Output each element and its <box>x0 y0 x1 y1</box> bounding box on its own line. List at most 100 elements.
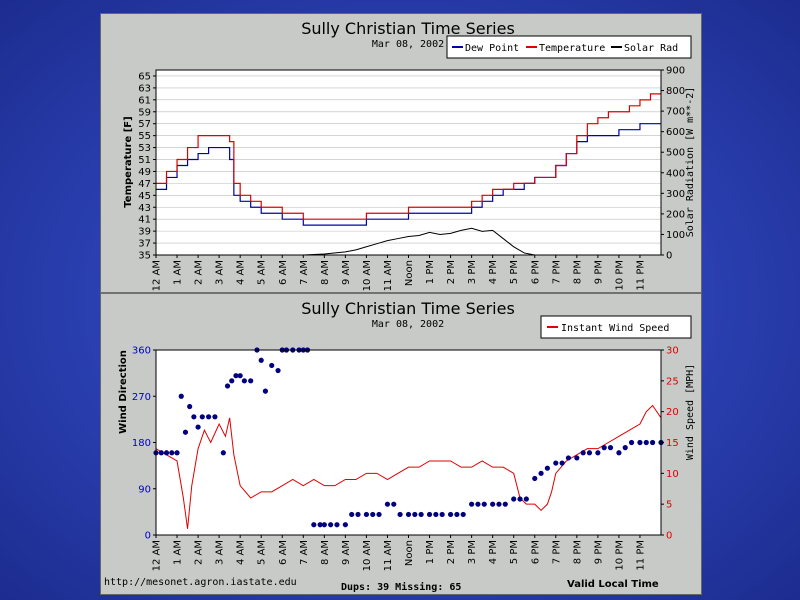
x-tick-label: Noon <box>404 540 415 566</box>
wind-direction-point <box>321 522 327 528</box>
wind-direction-point <box>163 450 170 456</box>
x-tick-label: 4 PM <box>488 540 499 564</box>
wind-direction-point <box>586 450 593 456</box>
legend-wind: Instant Wind Speed <box>561 323 669 334</box>
top-ylabel: Temperature [F] <box>123 116 134 207</box>
legend-temp: Temperature <box>539 43 605 54</box>
wind-direction-point <box>349 511 355 518</box>
wind-direction-point <box>206 414 212 420</box>
wind-direction-point <box>517 496 523 502</box>
wind-direction-point <box>212 414 218 420</box>
wind-direction-point <box>199 414 205 420</box>
temperature-chart: Sully Christian Time Series Mar 08, 2002… <box>123 19 696 291</box>
wind-direction-point <box>649 439 656 446</box>
wind-direction-point <box>565 455 572 461</box>
wind-direction-point <box>475 501 481 507</box>
bottom-legend-box <box>540 315 692 339</box>
y-tick-label: 61 <box>138 95 151 106</box>
wind-direction-point <box>248 378 254 384</box>
bottom-series <box>153 347 664 536</box>
wind-direction-point <box>269 362 275 369</box>
wind-direction-point <box>187 403 193 410</box>
wind-direction-point <box>643 439 649 446</box>
wind-direction-point <box>511 496 517 502</box>
x-tick-label: 4 PM <box>488 260 499 284</box>
wind-direction-point <box>447 511 454 518</box>
wind-direction-point <box>195 424 201 430</box>
wind-direction-point <box>523 496 529 502</box>
wind-direction-point <box>601 445 607 451</box>
y-tick-label: 0 <box>145 531 151 542</box>
wind-direction-point <box>574 455 580 461</box>
y-tick-label: 270 <box>132 392 151 403</box>
y-tick-label: 53 <box>138 143 151 154</box>
footer-valid-time: Valid Local Time <box>567 579 659 590</box>
wind-direction-point <box>418 511 424 518</box>
wind-direction-point <box>191 414 197 420</box>
wind-direction-point <box>328 522 334 528</box>
y-tick-label: 47 <box>138 179 151 190</box>
x-tick-label: 4 AM <box>236 260 247 285</box>
wind-direction-point <box>553 460 559 466</box>
x-tick-label: 1 AM <box>173 260 184 285</box>
wind-direction-point <box>532 475 538 482</box>
x-tick-label: 8 PM <box>572 260 583 284</box>
x-tick-label: 9 AM <box>341 260 352 285</box>
wind-direction-point <box>622 445 628 451</box>
wind-direction-point <box>233 373 239 379</box>
x-tick-label: 10 AM <box>362 540 373 571</box>
bottom-y-ticks: 0 90 180 270 360 <box>132 346 156 542</box>
x-tick-label: 12 AM <box>152 260 163 291</box>
y-tick-label: 45 <box>138 191 151 202</box>
y-tick-label: 49 <box>138 167 151 178</box>
y2-tick-label: 300 <box>666 189 685 200</box>
wind-direction-point <box>544 465 550 471</box>
x-tick-label: 6 PM <box>530 260 541 284</box>
x-tick-label: 7 PM <box>551 260 562 284</box>
x-tick-label: 3 PM <box>467 540 478 564</box>
series-line-temperature <box>156 93 661 220</box>
x-tick-label: 9 PM <box>593 540 604 564</box>
wind-chart: Sully Christian Time Series Mar 08, 2002… <box>118 299 696 571</box>
top-legend: Dew Point Temperature Solar Rad <box>446 35 692 59</box>
x-tick-label: 10 PM <box>614 540 625 571</box>
wind-direction-point <box>433 511 439 518</box>
y2-tick-label: 500 <box>666 148 685 159</box>
top-legend-box <box>446 35 692 59</box>
bottom-subtitle: Mar 08, 2002 <box>372 319 444 330</box>
wind-direction-point <box>559 460 565 466</box>
wind-direction-point <box>224 383 231 389</box>
series-line-solar-rad <box>303 227 535 256</box>
x-tick-label: 11 PM <box>635 540 646 571</box>
x-tick-label: 4 AM <box>236 540 247 565</box>
y2-tick-label: 200 <box>666 209 685 220</box>
wind-direction-point <box>405 511 412 518</box>
footer-url: http://mesonet.agron.iastate.edu <box>104 577 297 588</box>
wind-direction-point <box>317 522 323 528</box>
y-tick-label: 59 <box>138 107 151 118</box>
x-tick-label: 9 AM <box>341 540 352 565</box>
bottom-x-ticks: 12 AM 1 AM 2 AM 3 AM 4 AM 5 AM 6 AM 7 AM 8 AM 9 A… <box>152 535 646 571</box>
wind-direction-point <box>174 450 180 456</box>
wind-direction-point <box>426 511 433 518</box>
x-tick-label: 9 PM <box>593 260 604 284</box>
x-tick-label: 10 AM <box>362 260 373 291</box>
y2-tick-label: 30 <box>666 346 679 357</box>
x-tick-label: 1 PM <box>425 540 436 564</box>
x-tick-label: 6 PM <box>530 540 541 564</box>
bottom-ylabel: Wind Direction <box>118 350 129 434</box>
x-tick-label: 3 PM <box>467 260 478 284</box>
y2-tick-label: 25 <box>666 376 679 387</box>
y2-tick-label: 600 <box>666 127 685 138</box>
x-tick-label: 5 AM <box>257 540 268 565</box>
wind-direction-point <box>637 439 643 446</box>
x-tick-label: Noon <box>404 260 415 286</box>
x-tick-label: 5 PM <box>509 540 520 564</box>
y-tick-label: 37 <box>138 239 151 250</box>
wind-direction-point <box>158 450 164 456</box>
wind-direction-point <box>460 511 466 518</box>
y2-tick-label: 900 <box>666 66 685 77</box>
top-plot-area <box>156 70 661 255</box>
wind-direction-point <box>397 511 403 518</box>
wind-direction-point <box>220 450 226 456</box>
